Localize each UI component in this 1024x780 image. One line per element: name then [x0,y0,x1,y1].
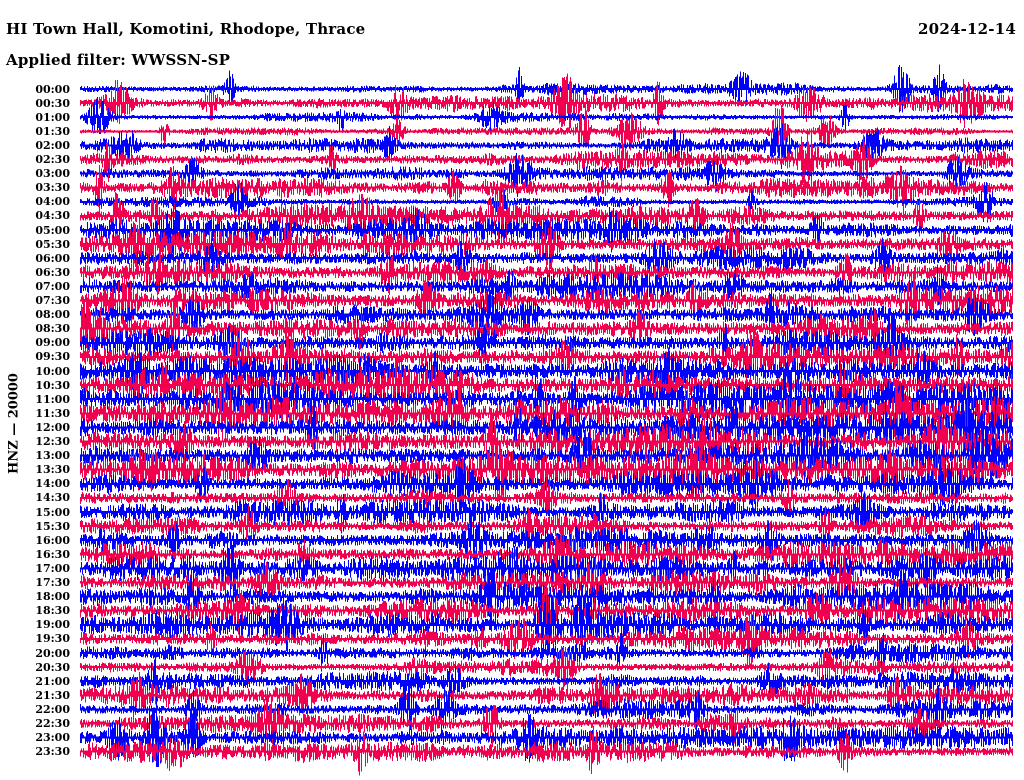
record-date: 2024-12-14 [918,20,1016,38]
time-tick-label: 20:30 [35,660,70,674]
applied-filter-label: Applied filter: WWSSN-SP [6,51,231,69]
time-tick-label: 08:00 [35,308,70,322]
time-tick-label: 04:30 [35,209,70,223]
time-tick-label: 00:30 [35,96,70,110]
time-tick-label: 06:00 [35,251,70,265]
time-tick-label: 13:30 [35,463,70,477]
time-tick-label: 15:00 [35,505,70,519]
time-tick-label: 12:30 [35,435,70,448]
page-header: HI Town Hall, Komotini, Rhodope, Thrace … [0,0,1024,80]
time-tick-label: 10:00 [35,364,70,378]
time-tick-label: 19:30 [35,632,70,646]
time-tick-label: 19:00 [35,618,70,632]
time-tick-label: 02:30 [35,153,70,166]
time-tick-label: 01:00 [35,110,70,124]
time-tick-label: 03:00 [35,167,70,181]
time-tick-label: 21:30 [35,688,70,702]
time-tick-label: 13:00 [35,449,70,463]
time-tick-label: 20:00 [35,646,70,660]
time-tick-label: 14:00 [35,477,70,491]
time-tick-label: 15:30 [35,519,70,533]
time-tick-label: 03:30 [35,181,70,195]
time-tick-label: 06:30 [35,265,70,279]
time-tick-label: 02:00 [35,138,70,152]
time-tick-label: 23:00 [35,731,70,745]
time-tick-label: 22:00 [35,702,70,716]
time-tick-label: 11:00 [35,392,70,406]
time-tick-label: 14:30 [35,491,70,505]
time-tick-label: 16:30 [35,547,70,561]
time-tick-label: 21:00 [35,674,70,688]
trace-row [80,73,1013,130]
time-tick-label: 11:30 [35,406,70,420]
time-tick-label: 00:00 [35,82,70,96]
time-tick-label: 17:00 [35,561,70,575]
time-tick-label: 12:00 [35,420,70,434]
time-tick-label: 01:30 [35,124,70,138]
time-tick-label: 05:00 [35,223,70,237]
time-tick-label: 23:30 [35,745,70,759]
time-axis-ticks: 00:00 00:30 01:00 01:30 02:00 02:30 03:00 03:30… [0,0,80,780]
page-title: HI Town Hall, Komotini, Rhodope, Thrace [6,20,366,38]
time-tick-label: 16:00 [35,533,70,547]
time-tick-label: 17:30 [35,576,70,589]
time-tick-label: 07:00 [35,279,70,293]
time-tick-label: 08:30 [35,322,70,336]
time-tick-label: 09:30 [35,350,70,364]
time-tick-label: 22:30 [35,717,70,730]
time-tick-label: 18:00 [35,590,70,604]
time-tick-label: 05:30 [35,237,70,251]
time-tick-label: 04:00 [35,195,70,209]
time-tick-label: 18:30 [35,604,70,618]
time-tick-label: 07:30 [35,294,70,307]
time-tick-label: 09:00 [35,336,70,350]
time-tick-label: 10:30 [35,378,70,392]
